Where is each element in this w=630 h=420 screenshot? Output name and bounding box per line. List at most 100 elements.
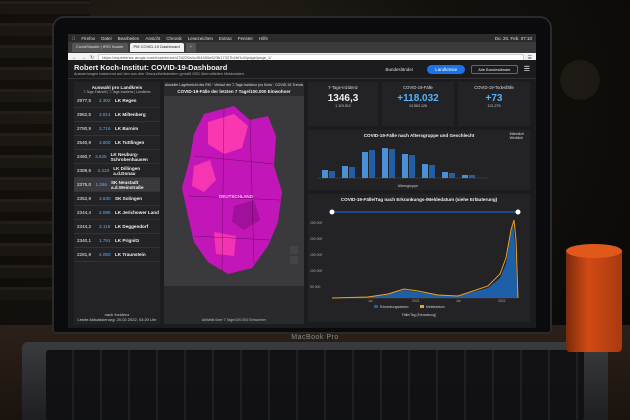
bar[interactable] — [442, 172, 448, 178]
epi-line-report[interactable] — [331, 219, 519, 299]
menu-item[interactable]: Datei — [97, 35, 112, 41]
laptop-screen:  Firefox Datei Bearbeiten Ansicht Chron… — [68, 34, 536, 328]
bar[interactable] — [389, 149, 395, 178]
y-tick: 50.000 — [310, 285, 320, 289]
menu-item[interactable]: Firefox — [78, 35, 95, 41]
dashboard-title: Robert Koch-Institut: COVID-19-Dashboard — [74, 62, 228, 72]
district-incidence: 2.302 — [99, 98, 111, 103]
menu-item[interactable]: Hilfe — [255, 35, 268, 41]
zoom-out-button[interactable] — [290, 256, 298, 264]
map-note[interactable]: Aktueller Lagebericht des RKI · Verlauf … — [164, 83, 304, 87]
kpi-value: +73 — [485, 93, 503, 104]
state-select[interactable]: Alle Bundesländer — [471, 64, 518, 74]
bar[interactable] — [402, 154, 408, 178]
district-name: LK Barnim — [115, 126, 139, 131]
kpi-sub: 121.275 — [487, 104, 501, 108]
district-incidence: 3.716 — [99, 126, 111, 131]
district-row[interactable]: 2540,9 3.600 LK Tuttlingen — [74, 136, 160, 150]
menu-item[interactable]: Ansicht — [142, 35, 160, 41]
bar[interactable] — [322, 170, 328, 178]
district-row[interactable]: 2340,1 1.791 LK Prignitz — [74, 234, 160, 248]
district-row[interactable]: 2344,2 3.118 LK Deggendorf — [74, 220, 160, 234]
district-row[interactable]: 2281,9 4.050 LK Traunstein — [74, 248, 160, 262]
x-tick: 2022 — [498, 299, 506, 303]
zoom-in-button[interactable] — [290, 246, 298, 254]
y-tick: 250.000 — [310, 221, 322, 225]
menu-item[interactable]: Extras — [215, 35, 232, 41]
slider-handle-end[interactable] — [515, 209, 521, 215]
bar[interactable] — [469, 175, 475, 178]
district-cases: 2389,6 — [77, 168, 92, 173]
apple-icon[interactable]:  — [72, 36, 75, 41]
epi-area-onset[interactable] — [332, 224, 518, 298]
bar[interactable] — [362, 152, 368, 178]
germany-shape[interactable] — [182, 106, 282, 274]
district-name: LK Regen — [115, 98, 137, 103]
bar[interactable] — [349, 167, 355, 178]
bar[interactable] — [382, 148, 388, 178]
browser-tabs: CovidSituatie | IRIS Kaarte PM COVID-19 … — [68, 42, 536, 53]
district-row[interactable]: 2460,7 3.625 LK Neuburg-Schrobenhausen — [74, 150, 160, 164]
list-legend: 7-Tage-Fallzahl | 7-Tage-Inzidenz | Land… — [83, 90, 151, 94]
menu-item[interactable]: Bearbeiten — [114, 35, 140, 41]
browser-tab-active[interactable]: PM COVID-19 Dashboard — [129, 43, 184, 52]
browser-tab[interactable]: CovidSituatie | IRIS Kaarte — [72, 43, 128, 52]
bar[interactable] — [369, 150, 375, 178]
district-row[interactable]: 2962,5 3.814 LK Miltenberg — [74, 108, 160, 122]
slider-handle-start[interactable] — [329, 209, 335, 215]
legend-male[interactable]: Männlich — [509, 132, 524, 136]
kpi-deaths: COVID-19-Todesfälle +73 121.275 — [458, 82, 530, 126]
background-bokeh — [560, 60, 600, 100]
reload-icon[interactable]: ↻ — [90, 54, 95, 61]
district-row[interactable]: 2375,0 1.266 SK Neustadt a.d.Weinstraße — [74, 178, 160, 192]
district-incidence: 3.630 — [99, 196, 111, 201]
tab-bundeslaender[interactable]: Bundesländer — [385, 66, 414, 72]
district-name: SK Neustadt a.d.Weinstraße — [110, 179, 144, 190]
district-name: LK Prignitz — [115, 238, 140, 243]
bar[interactable] — [422, 164, 428, 178]
dashboard-subtitle: Auswertungen basierend auf den aus den G… — [74, 71, 244, 76]
legend-female[interactable]: Weiblich — [509, 136, 524, 140]
forward-icon[interactable]: → — [81, 54, 86, 61]
x-tick: 2021 — [412, 299, 420, 303]
district-row[interactable]: 2780,9 3.716 LK Barnim — [74, 122, 160, 136]
kpi-incidence: 7-Tage-Inzidenz 1346,3 1.119.912 — [308, 82, 378, 126]
district-row[interactable]: 2389,6 2.223 LK Dillingen a.d.Donau — [74, 164, 160, 178]
district-name: LK Miltenberg — [115, 112, 146, 117]
kpi-value: 1346,3 — [327, 93, 359, 104]
menu-item[interactable]: Fenster — [234, 35, 253, 41]
x-tick: Jul — [368, 299, 373, 303]
district-cases: 2977,5 — [77, 98, 92, 103]
menu-clock: Do. 20. Feb. 07:10 — [494, 35, 532, 41]
district-incidence: 2.223 — [97, 168, 110, 173]
bar[interactable] — [462, 175, 468, 178]
menu-item[interactable]: Chronik — [162, 35, 182, 41]
bar[interactable] — [429, 165, 435, 178]
kpi-label: COVID-19-Todesfälle — [474, 85, 514, 90]
menu-icon[interactable]: ☰ — [527, 54, 532, 61]
age-x-label: Altersgruppe — [398, 184, 418, 188]
hamburger-icon[interactable]: ☰ — [523, 66, 530, 73]
list-heading: Auswahl pro Landkreis — [91, 85, 143, 90]
bar[interactable] — [342, 166, 348, 178]
laptop-brand: MacBook Pro — [291, 334, 339, 341]
district-row[interactable]: 2977,5 2.302 LK Regen — [74, 94, 160, 108]
bar[interactable] — [449, 173, 455, 178]
germany-map[interactable]: DEUTSCHLAND — [164, 96, 304, 286]
district-cases: 2340,1 — [77, 238, 92, 243]
orange-cup-rim — [566, 244, 622, 258]
district-row[interactable]: 2344,4 2.096 LK Jerichower Land — [74, 206, 160, 220]
menu-item[interactable]: Lesezeichen — [184, 35, 213, 41]
new-tab-button[interactable]: + — [185, 43, 197, 52]
district-incidence: 3.814 — [99, 112, 111, 117]
back-icon[interactable]: ← — [72, 54, 77, 61]
tab-landkreise[interactable]: Landkreise — [427, 64, 466, 74]
district-incidence: 1.266 — [95, 182, 107, 187]
district-incidence: 4.050 — [99, 252, 111, 257]
district-row[interactable]: 2352,9 3.630 SK Solingen — [74, 192, 160, 206]
legend-report[interactable]: Meldedatum — [426, 305, 445, 309]
legend-onset[interactable]: Erkrankungsdatum — [380, 305, 409, 309]
list-sort-label[interactable]: nach Inzidenz — [104, 312, 130, 317]
bar[interactable] — [409, 155, 415, 178]
bar[interactable] — [329, 171, 335, 178]
